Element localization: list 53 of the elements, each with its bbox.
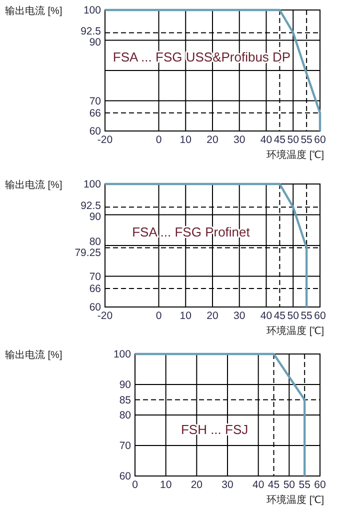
x-axis-title: 环境温度 [℃] <box>266 494 324 506</box>
x-tick-label: 0 <box>156 310 162 322</box>
ref-line-label: 55 <box>300 134 313 146</box>
x-tick-label: 10 <box>160 479 172 491</box>
ref-line-label: 92.5 <box>80 200 102 212</box>
x-tick-label: 30 <box>234 310 246 322</box>
y-tick-label: 100 <box>83 178 102 191</box>
ref-line-label: 92.5 <box>80 26 102 38</box>
x-tick-label: 20 <box>206 310 218 322</box>
y-tick-label: 90 <box>89 36 102 49</box>
x-axis-title: 环境温度 [℃] <box>266 149 324 161</box>
x-axis-title: 环境温度 [℃] <box>266 325 324 337</box>
x-tick-label: 40 <box>260 310 272 322</box>
y-tick-label: 70 <box>119 440 132 452</box>
x-tick-label: 10 <box>180 310 192 322</box>
x-tick-label: 0 <box>132 479 138 491</box>
y-tick-label: 70 <box>89 95 102 108</box>
y-axis-title: 输出电流 [%] <box>5 349 62 361</box>
x-tick-label: 30 <box>234 134 246 146</box>
ref-line-label: 45 <box>274 134 286 146</box>
x-tick-label: 60 <box>314 479 326 491</box>
ref-line-label: 66 <box>89 108 102 120</box>
y-tick-label: 80 <box>119 410 132 422</box>
x-tick-label: 50 <box>287 134 300 146</box>
x-tick-label: 30 <box>222 479 234 491</box>
y-tick-label: 100 <box>83 4 102 17</box>
x-tick-label: 40 <box>252 479 264 491</box>
ref-line-label: 45 <box>268 479 280 491</box>
y-axis-title: 输出电流 [%] <box>5 179 62 191</box>
x-tick-label: 20 <box>206 134 218 146</box>
ref-line-label: 85 <box>119 394 132 406</box>
y-axis-title: 输出电流 [%] <box>5 5 62 17</box>
y-tick-label: 80 <box>89 236 102 248</box>
x-tick-label: 40 <box>260 134 272 146</box>
y-tick-label: 70 <box>89 270 102 283</box>
ref-line-label: 79.25 <box>74 246 102 259</box>
y-tick-label: 90 <box>89 211 102 224</box>
x-tick-label: 50 <box>287 310 300 322</box>
x-tick-label: 20 <box>190 479 203 491</box>
x-tick-label: 50 <box>283 479 296 491</box>
ref-line-label: 45 <box>274 310 286 322</box>
x-tick-label: 10 <box>180 134 192 146</box>
ref-line-label: 55 <box>298 479 311 491</box>
x-tick-label: 60 <box>314 134 326 146</box>
ref-line-label: 66 <box>89 283 102 296</box>
line-series <box>104 8 322 132</box>
x-tick-label: 0 <box>156 134 162 146</box>
line-series <box>104 182 308 308</box>
y-tick-label: 90 <box>119 379 132 392</box>
x-tick-label: 60 <box>314 310 326 322</box>
y-tick-label: 60 <box>119 470 132 483</box>
y-tick-label: 100 <box>113 348 132 361</box>
ref-line-label: 55 <box>300 310 313 322</box>
